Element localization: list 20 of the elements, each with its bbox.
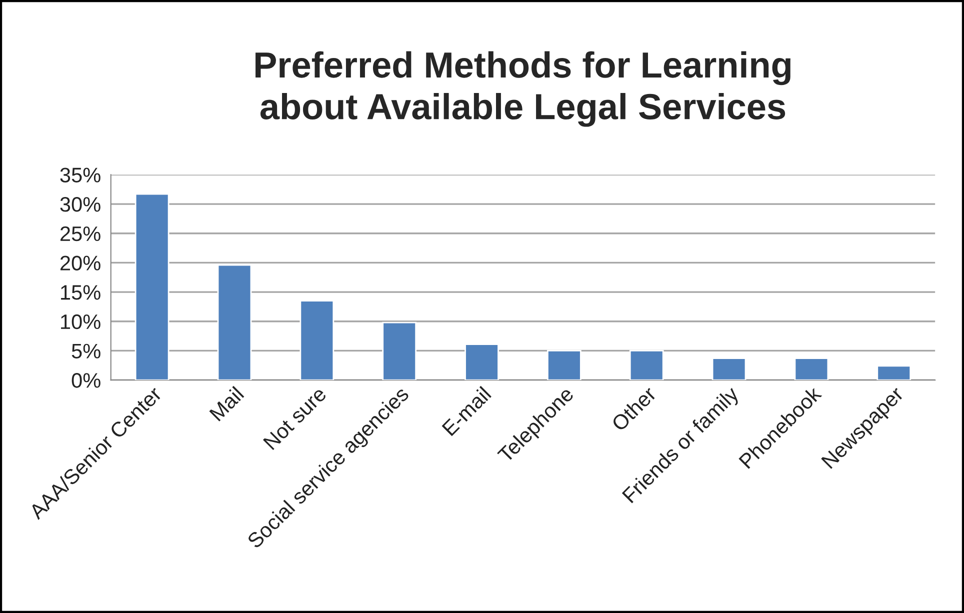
bar xyxy=(712,358,746,380)
bar xyxy=(547,350,582,380)
y-tick-label: 5% xyxy=(72,344,100,358)
y-tick-label: 30% xyxy=(60,197,100,212)
y-tick-label: 15% xyxy=(61,285,100,300)
y-tick-label: 35% xyxy=(60,168,100,182)
x-tick-label: Not sure xyxy=(262,386,328,450)
bar xyxy=(629,350,664,380)
bar xyxy=(300,300,334,380)
bar xyxy=(464,344,499,380)
bar xyxy=(217,264,252,380)
y-tick-label: 10% xyxy=(61,314,100,330)
y-tick-label: 25% xyxy=(60,226,100,242)
bar xyxy=(382,322,417,380)
y-tick-label: 0% xyxy=(72,373,100,388)
chart-title: Preferred Methods for Learning about Available Legal Services xyxy=(256,51,790,127)
bar xyxy=(876,365,912,380)
bar xyxy=(794,358,829,380)
y-tick-label: 20% xyxy=(60,256,100,270)
bar xyxy=(134,193,170,380)
